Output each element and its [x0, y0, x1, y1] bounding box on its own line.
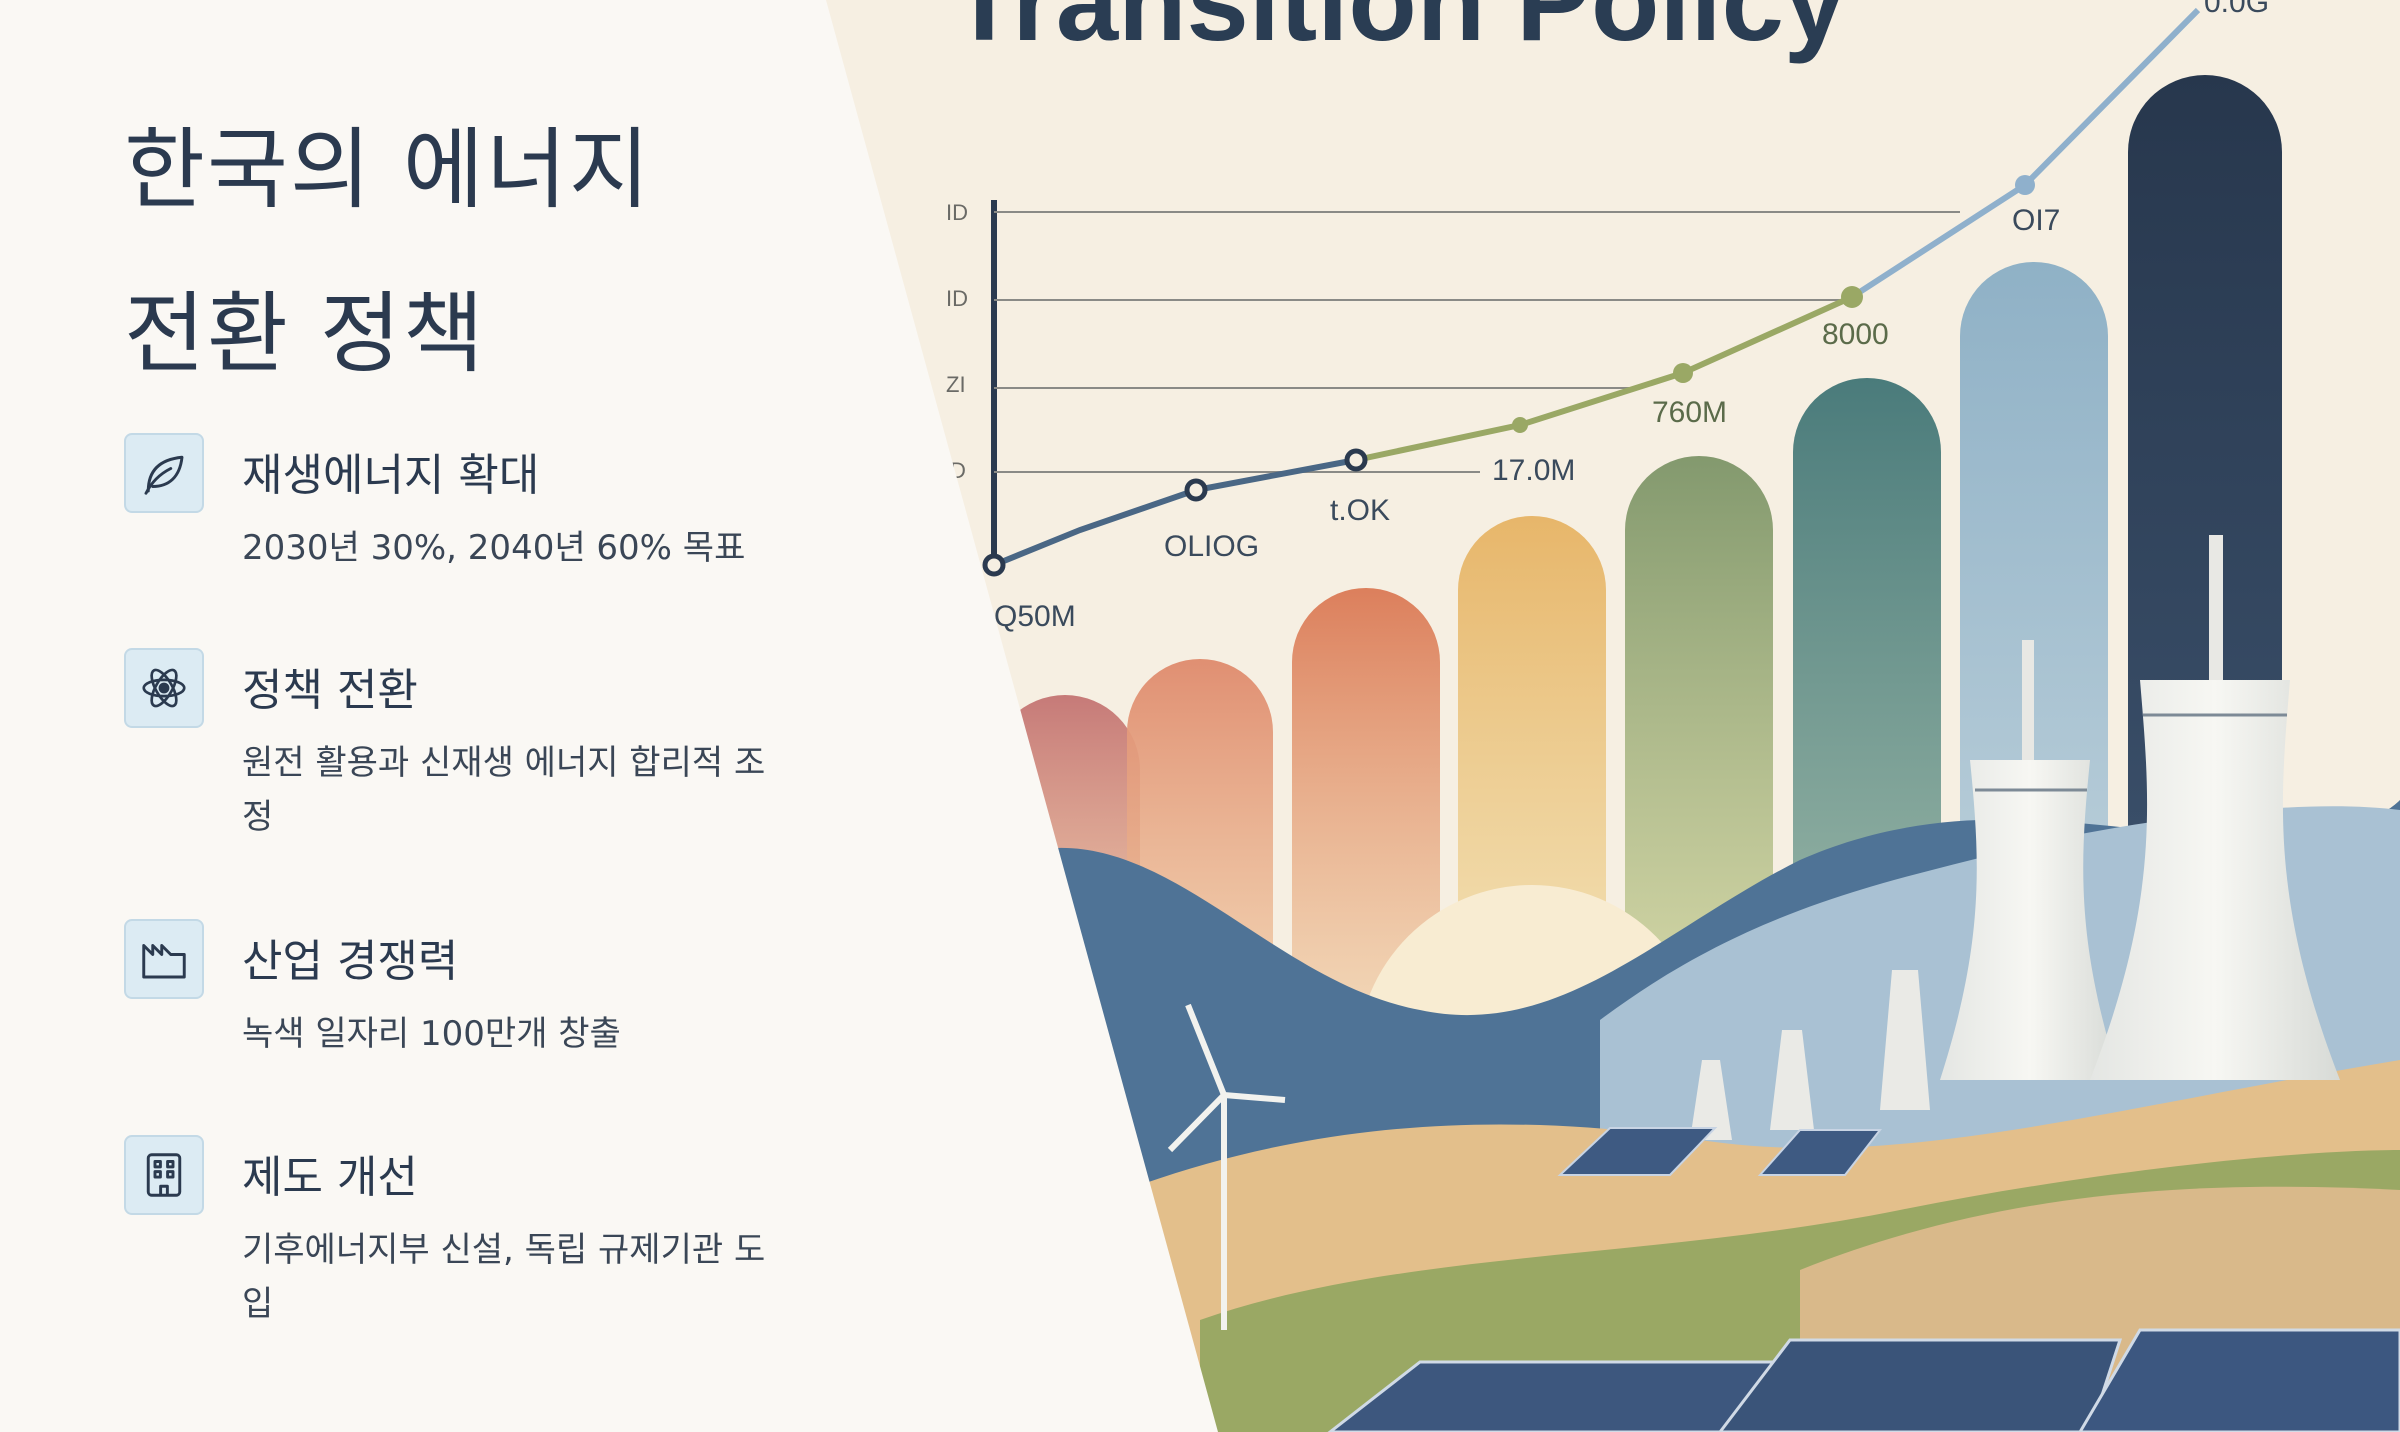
svg-text:Q50M: Q50M	[994, 600, 1076, 633]
feature-title: 정책 전환	[242, 665, 418, 716]
page-title: 한국의 에너지 전환 정책	[124, 88, 652, 416]
illustration-solar-panels	[1327, 1127, 2400, 1432]
illustration-wind-turbines	[1167, 1003, 1286, 1330]
svg-text:760M: 760M	[1652, 396, 1727, 429]
atom-icon	[124, 648, 204, 728]
svg-text:ID: ID	[946, 286, 968, 311]
illustration-growth-line	[992, 457, 1357, 568]
illustration-points-green	[1512, 286, 1863, 433]
page-title-line-1: 한국의 에너지	[124, 118, 652, 221]
svg-text:8000: 8000	[1822, 318, 1889, 351]
illustration-axis-glyphs: ID ID ZI D	[946, 200, 968, 483]
illustration-point-labels: Q50M OLIOG t.OK 17.0M 760M 8000 OI7 0.0G	[994, 0, 2269, 633]
illustration-points	[982, 448, 1368, 577]
feature-description: 녹색 일자리 100만개 창출	[242, 1014, 621, 1054]
feature-description: 2030년 30%, 2040년 60% 목표	[242, 528, 746, 568]
svg-text:ID: ID	[946, 200, 968, 225]
svg-text:OI7: OI7	[2012, 204, 2060, 237]
feature-title: 제도 개선	[242, 1152, 418, 1203]
leaf-icon	[124, 433, 204, 513]
illustration-grid	[991, 200, 1960, 565]
illustration-headline: Transition Policy	[950, 0, 1846, 64]
page-title-line-2: 전환 정책	[124, 282, 486, 385]
illustration-cooling-towers	[1690, 535, 2340, 1140]
feature-description: 기후에너지부 신설, 독립 규제기관 도입	[242, 1230, 766, 1324]
feature-title: 산업 경쟁력	[242, 936, 459, 987]
factory-icon	[124, 919, 204, 999]
feature-description: 원전 활용과 신재생 에너지 합리적 조정	[242, 743, 766, 837]
svg-text:t.OK: t.OK	[1330, 494, 1390, 527]
feature-title: 재생에너지 확대	[242, 450, 540, 501]
svg-text:17.0M: 17.0M	[1492, 454, 1575, 487]
building-icon	[124, 1135, 204, 1215]
svg-text:ZI: ZI	[946, 372, 966, 397]
svg-text:0.0G: 0.0G	[2204, 0, 2269, 19]
svg-text:OLIOG: OLIOG	[1164, 530, 1259, 563]
